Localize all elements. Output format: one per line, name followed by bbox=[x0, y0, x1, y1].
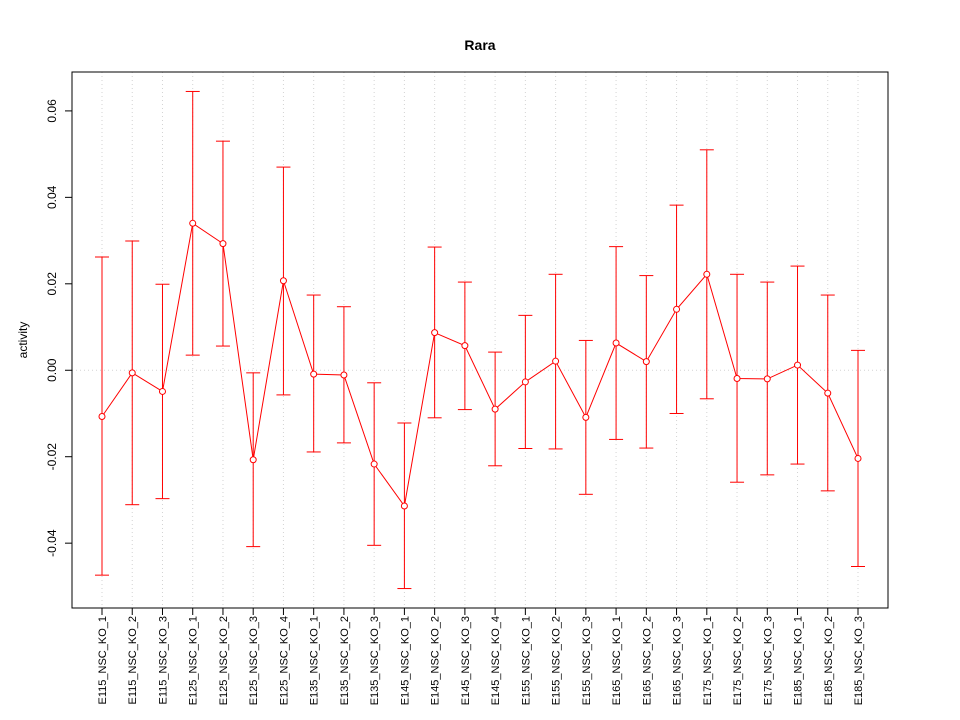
x-tick-label: E185_NSC_KO_1 bbox=[793, 616, 805, 705]
series-line bbox=[101, 222, 859, 508]
x-tick-label: E115_NSC_KO_3 bbox=[157, 616, 169, 704]
x-tick-label: E145_NSC_KO_3 bbox=[460, 616, 472, 705]
y-tick-label: 0.06 bbox=[45, 99, 59, 123]
x-tick-label: E135_NSC_KO_2 bbox=[339, 616, 351, 705]
x-tick-label: E145_NSC_KO_1 bbox=[399, 616, 411, 705]
x-tick-label: E165_NSC_KO_2 bbox=[641, 616, 653, 705]
data-point bbox=[370, 460, 378, 468]
data-point bbox=[431, 329, 439, 337]
data-point bbox=[552, 357, 560, 365]
data-point bbox=[733, 374, 741, 382]
x-tick-label: E175_NSC_KO_2 bbox=[732, 616, 744, 705]
data-point bbox=[128, 369, 136, 377]
data-point bbox=[703, 270, 711, 278]
y-tick-label: 0.02 bbox=[45, 272, 59, 296]
x-tick-label: E145_NSC_KO_2 bbox=[430, 616, 442, 705]
data-point bbox=[491, 405, 499, 413]
plot-frame bbox=[71, 71, 889, 609]
x-tick-label: E135_NSC_KO_3 bbox=[369, 616, 381, 705]
data-point bbox=[794, 361, 802, 369]
x-tick-label: E115_NSC_KO_2 bbox=[127, 616, 139, 704]
y-axis-label: activity bbox=[16, 322, 30, 359]
data-point bbox=[279, 277, 287, 285]
data-point bbox=[642, 358, 650, 366]
x-tick-label: E135_NSC_KO_1 bbox=[309, 616, 321, 705]
data-point bbox=[461, 342, 469, 350]
data-point bbox=[673, 305, 681, 313]
x-tick-label: E165_NSC_KO_3 bbox=[672, 616, 684, 705]
x-tick-label: E185_NSC_KO_3 bbox=[853, 616, 865, 705]
x-tick-label: E125_NSC_KO_1 bbox=[188, 616, 200, 705]
data-point bbox=[400, 502, 408, 510]
y-tick-label: -0.02 bbox=[45, 443, 59, 471]
x-tick-label: E165_NSC_KO_1 bbox=[611, 616, 623, 705]
x-tick-label: E175_NSC_KO_1 bbox=[702, 616, 714, 705]
x-tick-label: E125_NSC_KO_2 bbox=[218, 616, 230, 705]
x-tick-label: E175_NSC_KO_3 bbox=[762, 616, 774, 705]
x-axis: E115_NSC_KO_1 E115_NSC_KO_2 E115_NSC_KO_3 E… bbox=[97, 608, 865, 705]
x-tick-label: E155_NSC_KO_1 bbox=[520, 616, 532, 705]
data-point bbox=[854, 454, 862, 462]
data-point bbox=[310, 370, 318, 378]
y-tick-label: -0.04 bbox=[45, 529, 59, 557]
series-activity bbox=[95, 90, 865, 590]
x-tick-label: E115_NSC_KO_1 bbox=[97, 616, 109, 704]
x-tick-label: E185_NSC_KO_2 bbox=[823, 616, 835, 705]
grid bbox=[72, 72, 888, 608]
data-point bbox=[189, 219, 197, 227]
data-point bbox=[763, 375, 771, 383]
data-point bbox=[158, 387, 166, 395]
x-tick-label: E155_NSC_KO_3 bbox=[581, 616, 593, 705]
x-tick-label: E125_NSC_KO_4 bbox=[278, 616, 290, 705]
x-tick-label: E145_NSC_KO_4 bbox=[490, 616, 502, 705]
x-tick-label: E155_NSC_KO_2 bbox=[551, 616, 563, 705]
data-point bbox=[219, 240, 227, 248]
data-point bbox=[340, 371, 348, 379]
data-point bbox=[582, 413, 590, 421]
x-tick-label: E125_NSC_KO_3 bbox=[248, 616, 260, 705]
data-point bbox=[612, 339, 620, 347]
y-tick-label: 0.00 bbox=[45, 358, 59, 382]
data-point bbox=[824, 389, 832, 397]
data-point bbox=[249, 456, 257, 464]
data-point bbox=[521, 378, 529, 386]
y-axis: -0.04 -0.02 0.00 0.02 0.04 0.06 bbox=[45, 99, 72, 557]
data-point bbox=[98, 413, 106, 421]
y-tick-label: 0.04 bbox=[45, 185, 59, 209]
chart-title: Rara bbox=[464, 37, 495, 53]
